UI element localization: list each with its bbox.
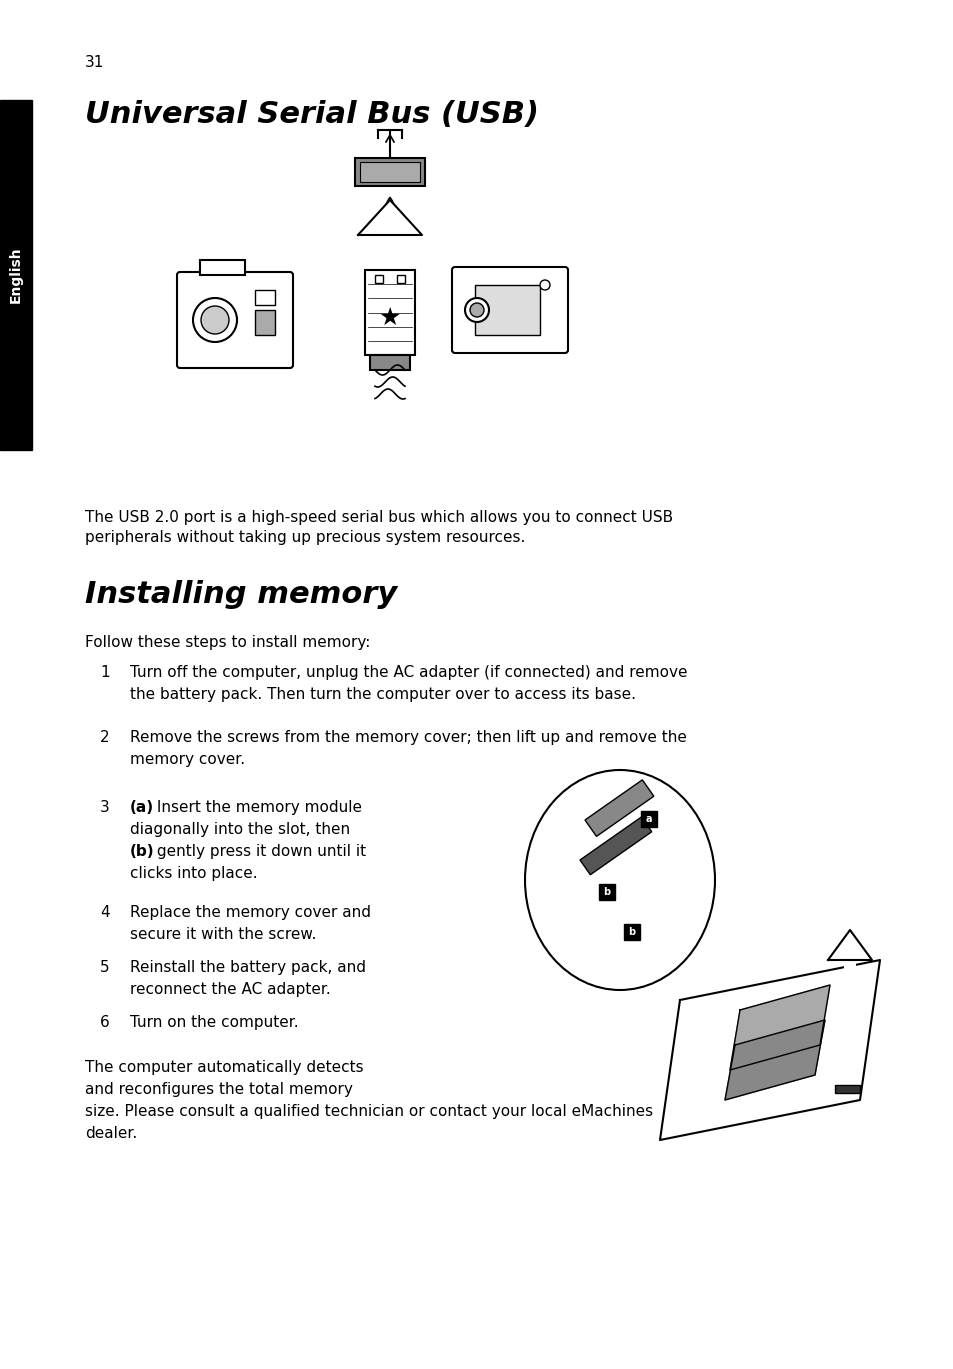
- Text: ★: ★: [378, 305, 401, 330]
- Bar: [355, 157, 424, 186]
- Text: b: b: [628, 927, 635, 936]
- FancyBboxPatch shape: [598, 884, 615, 899]
- Text: a: a: [645, 815, 652, 824]
- Text: size. Please consult a qualified technician or contact your local eMachines: size. Please consult a qualified technic…: [85, 1103, 653, 1118]
- Polygon shape: [659, 960, 879, 1140]
- Text: 4: 4: [100, 905, 110, 920]
- FancyBboxPatch shape: [452, 267, 567, 353]
- Text: (a): (a): [130, 799, 154, 815]
- Text: gently press it down until it: gently press it down until it: [152, 845, 366, 858]
- Text: 6: 6: [100, 1014, 110, 1029]
- Text: English: English: [9, 246, 23, 304]
- Circle shape: [539, 281, 550, 290]
- Text: and reconfigures the total memory: and reconfigures the total memory: [85, 1082, 353, 1097]
- Circle shape: [464, 298, 489, 322]
- Bar: [579, 817, 651, 875]
- Bar: [254, 290, 274, 305]
- Bar: [475, 285, 539, 335]
- Bar: [0, 100, 32, 450]
- Text: Follow these steps to install memory:: Follow these steps to install memory:: [85, 635, 370, 650]
- Bar: [365, 270, 415, 355]
- FancyBboxPatch shape: [177, 272, 293, 368]
- Text: 3: 3: [100, 799, 110, 815]
- Text: clicks into place.: clicks into place.: [130, 867, 257, 882]
- Text: secure it with the screw.: secure it with the screw.: [130, 927, 316, 942]
- Bar: [584, 780, 653, 836]
- Text: dealer.: dealer.: [85, 1125, 137, 1140]
- Circle shape: [201, 307, 229, 334]
- Bar: [375, 275, 382, 283]
- FancyBboxPatch shape: [640, 810, 657, 827]
- Circle shape: [193, 298, 236, 342]
- Bar: [359, 162, 419, 182]
- Text: 31: 31: [85, 55, 104, 70]
- Text: Turn off the computer, unplug the AC adapter (if connected) and remove: Turn off the computer, unplug the AC ada…: [130, 665, 687, 680]
- Bar: [382, 235, 396, 266]
- Bar: [372, 215, 408, 245]
- Text: the battery pack. Then turn the computer over to access its base.: the battery pack. Then turn the computer…: [130, 687, 636, 702]
- Polygon shape: [724, 1020, 824, 1101]
- Text: 5: 5: [100, 960, 110, 975]
- Circle shape: [470, 303, 483, 318]
- Text: (b): (b): [130, 845, 154, 858]
- Polygon shape: [827, 930, 871, 960]
- Text: Installing memory: Installing memory: [85, 580, 396, 609]
- Text: Universal Serial Bus (USB): Universal Serial Bus (USB): [85, 100, 538, 129]
- Text: 1: 1: [100, 665, 110, 680]
- Text: The computer automatically detects: The computer automatically detects: [85, 1060, 363, 1075]
- Polygon shape: [729, 986, 829, 1071]
- Ellipse shape: [524, 769, 714, 990]
- Text: b: b: [603, 887, 610, 897]
- Text: Insert the memory module: Insert the memory module: [152, 799, 361, 815]
- Bar: [834, 1086, 859, 1092]
- Text: diagonally into the slot, then: diagonally into the slot, then: [130, 821, 350, 836]
- Bar: [370, 355, 410, 370]
- Text: 2: 2: [100, 730, 110, 745]
- Text: Replace the memory cover and: Replace the memory cover and: [130, 905, 371, 920]
- Text: Reinstall the battery pack, and: Reinstall the battery pack, and: [130, 960, 366, 975]
- Polygon shape: [357, 200, 421, 235]
- FancyBboxPatch shape: [623, 924, 639, 941]
- Bar: [844, 960, 854, 995]
- Bar: [200, 260, 245, 275]
- Text: peripherals without taking up precious system resources.: peripherals without taking up precious s…: [85, 530, 525, 545]
- Text: reconnect the AC adapter.: reconnect the AC adapter.: [130, 982, 331, 997]
- Text: Remove the screws from the memory cover; then lift up and remove the: Remove the screws from the memory cover;…: [130, 730, 686, 745]
- Text: Turn on the computer.: Turn on the computer.: [130, 1014, 298, 1029]
- Bar: [254, 309, 274, 335]
- Text: memory cover.: memory cover.: [130, 752, 245, 767]
- Bar: [396, 275, 405, 283]
- Text: The USB 2.0 port is a high-speed serial bus which allows you to connect USB: The USB 2.0 port is a high-speed serial …: [85, 511, 673, 524]
